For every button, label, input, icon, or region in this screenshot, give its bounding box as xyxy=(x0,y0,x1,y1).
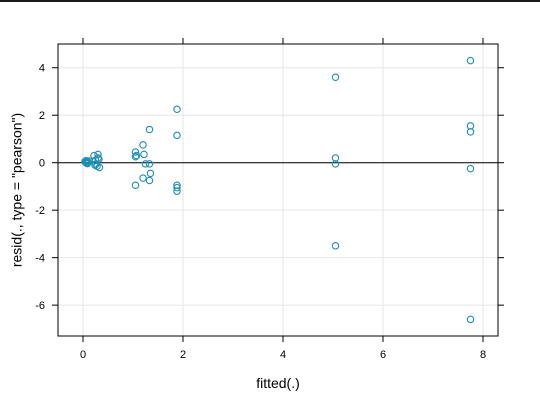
y-tick-label: 4 xyxy=(39,63,45,75)
data-points xyxy=(81,56,475,324)
data-point xyxy=(141,160,150,168)
data-point xyxy=(466,128,475,136)
data-point xyxy=(146,169,155,178)
y-tick-label: -6 xyxy=(35,300,45,312)
data-point xyxy=(145,176,154,185)
x-tick-labels: 0 2 4 6 8 xyxy=(80,349,486,361)
data-point xyxy=(173,131,181,140)
data-point xyxy=(331,160,340,168)
data-point xyxy=(132,151,141,160)
x-tick-label: 8 xyxy=(480,349,486,361)
data-point xyxy=(466,164,475,173)
x-tick-label: 0 xyxy=(80,349,86,361)
data-point xyxy=(90,151,98,160)
data-point xyxy=(173,183,181,192)
data-point xyxy=(331,73,340,81)
y-tick-label: -4 xyxy=(35,253,45,265)
data-point xyxy=(466,56,475,65)
data-point xyxy=(173,187,181,195)
x-axis-title: fitted(.) xyxy=(256,375,300,391)
data-point xyxy=(466,315,475,324)
data-point xyxy=(139,174,147,182)
data-point xyxy=(173,105,181,114)
data-point xyxy=(139,141,147,149)
data-point xyxy=(145,160,154,168)
data-point xyxy=(94,150,102,159)
data-point xyxy=(94,154,102,162)
data-point xyxy=(95,155,103,163)
data-point xyxy=(91,161,99,169)
x-tick-label: 6 xyxy=(380,349,386,361)
top-border-line xyxy=(0,0,540,2)
y-tick-label: 0 xyxy=(39,158,45,170)
y-axis-title: resid(., type = "pearson") xyxy=(9,113,25,267)
data-point xyxy=(131,181,140,190)
data-point xyxy=(331,242,340,250)
data-point xyxy=(83,159,92,168)
data-point xyxy=(140,150,148,159)
y-tick-labels: -6 -4 -2 0 2 4 xyxy=(35,63,45,312)
data-point xyxy=(131,153,140,161)
data-point xyxy=(145,125,154,134)
grid-lines xyxy=(58,44,498,336)
data-point xyxy=(131,148,140,156)
axis-ticks xyxy=(52,38,504,342)
y-tick-label: 2 xyxy=(39,110,45,122)
x-tick-label: 4 xyxy=(280,349,286,361)
y-tick-label: -2 xyxy=(35,205,45,217)
data-point xyxy=(95,163,104,172)
plot-panel xyxy=(57,43,499,337)
x-tick-label: 2 xyxy=(180,349,186,361)
